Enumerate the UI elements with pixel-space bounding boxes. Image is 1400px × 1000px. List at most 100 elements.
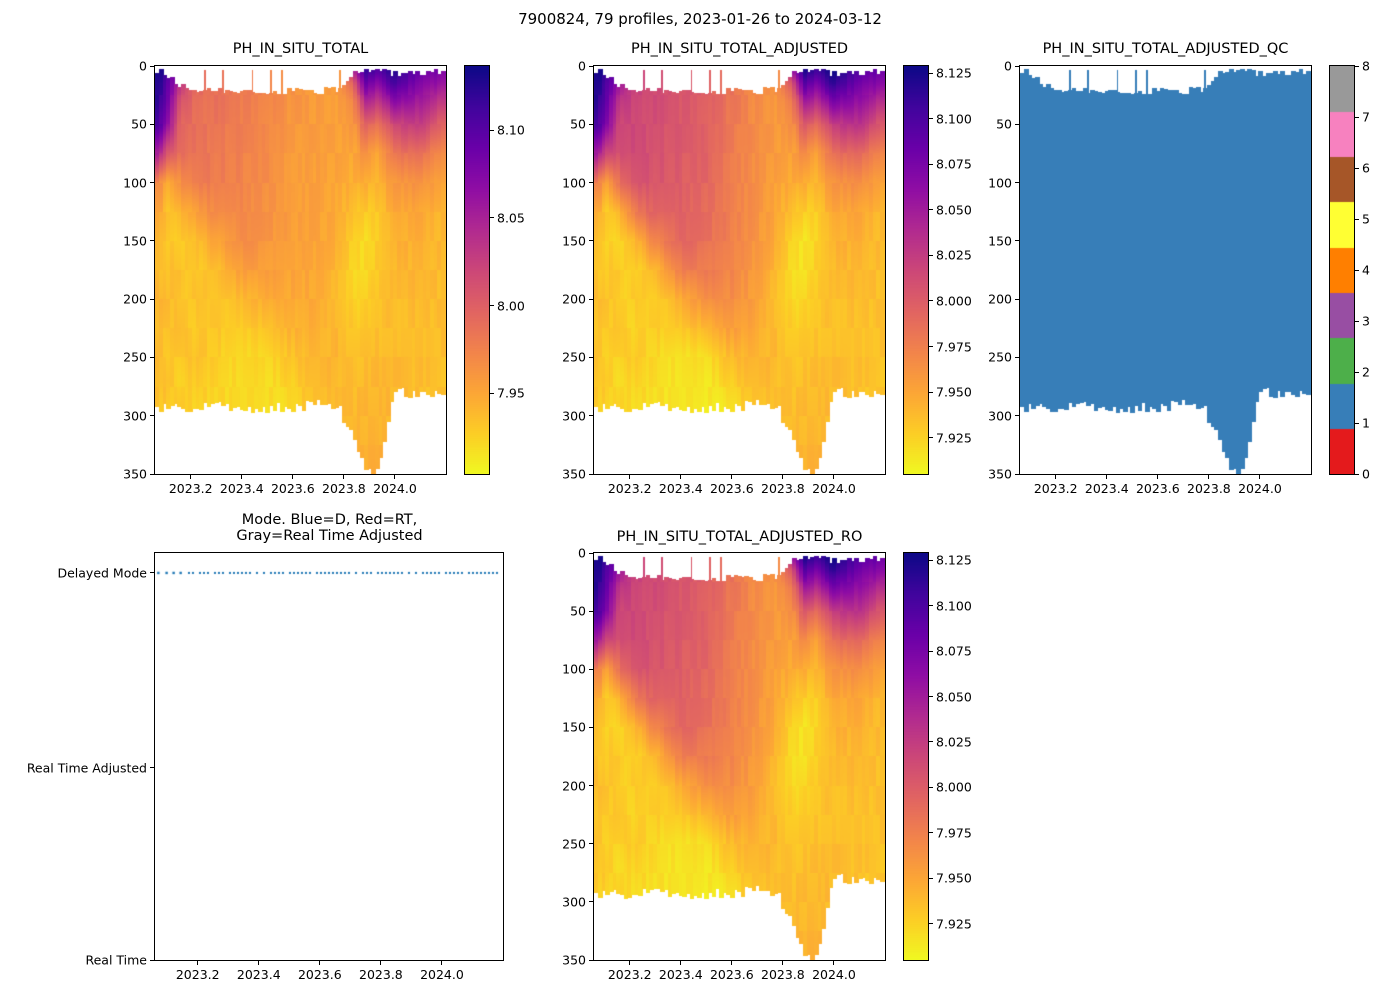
y-tick-label: 250 xyxy=(988,349,1012,365)
colorbar-tick-label: 8.125 xyxy=(936,552,972,568)
y-tick-mark xyxy=(150,123,154,125)
ph-total-colorbar xyxy=(464,65,490,475)
x-tick-label: 2023.6 xyxy=(709,967,754,982)
colorbar-tick-label: 8.125 xyxy=(936,65,972,81)
colorbar-tick-mark xyxy=(1355,320,1359,322)
x-tick-mark xyxy=(319,961,321,965)
ph-adjusted-colorbar xyxy=(903,65,929,475)
x-tick-label: 2024.0 xyxy=(373,481,417,496)
colorbar-tick-mark xyxy=(929,877,933,879)
x-tick-mark xyxy=(190,475,192,479)
colorbar-tick-label: 8.050 xyxy=(936,202,972,218)
y-tick-label: 100 xyxy=(562,175,586,191)
colorbar-tick-label: 8.100 xyxy=(936,598,972,614)
x-tick-label: 2023.6 xyxy=(270,481,315,496)
ph-adjusted-qc-canvas xyxy=(1020,66,1311,474)
y-tick-mark xyxy=(589,610,593,612)
colorbar-tick-mark xyxy=(929,650,933,652)
y-tick-label: 0 xyxy=(578,545,586,561)
ph-adjusted-ro-axes xyxy=(593,552,886,961)
colorbar-tick-mark xyxy=(929,118,933,120)
y-tick-label: 150 xyxy=(123,233,147,249)
ph-adjusted-qc-axes xyxy=(1019,65,1312,475)
y-tick-label: 150 xyxy=(562,719,586,735)
y-tick-label: 200 xyxy=(562,778,586,794)
mode-category-label: Real Time xyxy=(85,952,147,968)
ph-adjusted-ro-canvas xyxy=(594,553,885,960)
x-tick-label: 2023.4 xyxy=(1084,481,1129,496)
x-tick-label: 2023.8 xyxy=(761,481,805,496)
y-tick-mark xyxy=(150,959,154,961)
mode-canvas xyxy=(155,553,503,960)
colorbar-tick-label: 8.05 xyxy=(497,210,525,226)
y-tick-mark xyxy=(589,356,593,358)
y-tick-label: 300 xyxy=(123,408,147,424)
ph-total-colorbar-canvas xyxy=(465,66,489,474)
x-tick-mark xyxy=(833,961,835,965)
ph-adjusted-axes xyxy=(593,65,886,475)
y-tick-label: 100 xyxy=(562,661,586,677)
y-tick-mark xyxy=(150,473,154,475)
x-tick-mark xyxy=(629,475,631,479)
y-tick-mark xyxy=(589,65,593,67)
colorbar-tick-label: 8.000 xyxy=(936,779,972,795)
ph-adjusted-ro-colorbar xyxy=(903,552,929,961)
x-tick-label: 2023.4 xyxy=(658,967,703,982)
x-tick-mark xyxy=(343,475,345,479)
y-tick-mark xyxy=(589,552,593,554)
colorbar-tick-mark xyxy=(929,209,933,211)
colorbar-tick-mark xyxy=(1355,371,1359,373)
y-tick-mark xyxy=(589,785,593,787)
colorbar-tick-mark xyxy=(929,437,933,439)
x-tick-label: 2023.6 xyxy=(297,967,342,982)
colorbar-tick-mark xyxy=(490,217,494,219)
colorbar-tick-mark xyxy=(1355,218,1359,220)
y-tick-label: 50 xyxy=(570,603,586,619)
colorbar-tick-mark xyxy=(929,254,933,256)
colorbar-tick-label: 8.100 xyxy=(936,111,972,127)
y-tick-mark xyxy=(1015,356,1019,358)
colorbar-tick-mark xyxy=(929,72,933,74)
y-tick-mark xyxy=(1015,240,1019,242)
ph-adjusted-qc-colorbar-canvas xyxy=(1330,66,1354,474)
colorbar-tick-mark xyxy=(929,832,933,834)
x-tick-mark xyxy=(1055,475,1057,479)
colorbar-tick-label: 8.025 xyxy=(936,247,972,263)
y-tick-mark xyxy=(150,572,154,574)
colorbar-tick-label: 7.950 xyxy=(936,384,972,400)
ph-total-title: PH_IN_SITU_TOTAL xyxy=(232,41,369,57)
y-tick-mark xyxy=(589,473,593,475)
colorbar-tick-label: 8.025 xyxy=(936,734,972,750)
x-tick-mark xyxy=(394,475,396,479)
y-tick-label: 300 xyxy=(988,408,1012,424)
figure-title: 7900824, 79 profiles, 2023-01-26 to 2024… xyxy=(518,10,882,28)
y-tick-mark xyxy=(589,123,593,125)
y-tick-label: 250 xyxy=(562,349,586,365)
mode-title-line2: Gray=Real Time Adjusted xyxy=(236,528,423,544)
x-tick-mark xyxy=(1157,475,1159,479)
y-tick-mark xyxy=(1015,182,1019,184)
colorbar-tick-label: 7.950 xyxy=(936,870,972,886)
colorbar-tick-mark xyxy=(490,392,494,394)
x-tick-mark xyxy=(629,961,631,965)
colorbar-tick-mark xyxy=(929,559,933,561)
mode-title: Mode. Blue=D, Red=RT, Gray=Real Time Adj… xyxy=(144,512,515,544)
y-tick-mark xyxy=(150,415,154,417)
colorbar-tick-label: 7.975 xyxy=(936,825,972,841)
y-tick-label: 300 xyxy=(562,894,586,910)
colorbar-tick-label: 7 xyxy=(1362,109,1370,125)
ph-adjusted-title: PH_IN_SITU_TOTAL_ADJUSTED xyxy=(630,41,849,57)
x-tick-label: 2023.8 xyxy=(359,967,403,982)
colorbar-tick-mark xyxy=(1355,269,1359,271)
y-tick-mark xyxy=(150,240,154,242)
colorbar-tick-mark xyxy=(490,305,494,307)
colorbar-tick-label: 2 xyxy=(1362,364,1370,380)
x-tick-label: 2024.0 xyxy=(1238,481,1282,496)
colorbar-tick-label: 5 xyxy=(1362,211,1370,227)
colorbar-tick-label: 3 xyxy=(1362,313,1370,329)
x-tick-mark xyxy=(833,475,835,479)
colorbar-tick-mark xyxy=(929,391,933,393)
colorbar-tick-label: 7.975 xyxy=(936,339,972,354)
y-tick-label: 150 xyxy=(562,233,586,249)
